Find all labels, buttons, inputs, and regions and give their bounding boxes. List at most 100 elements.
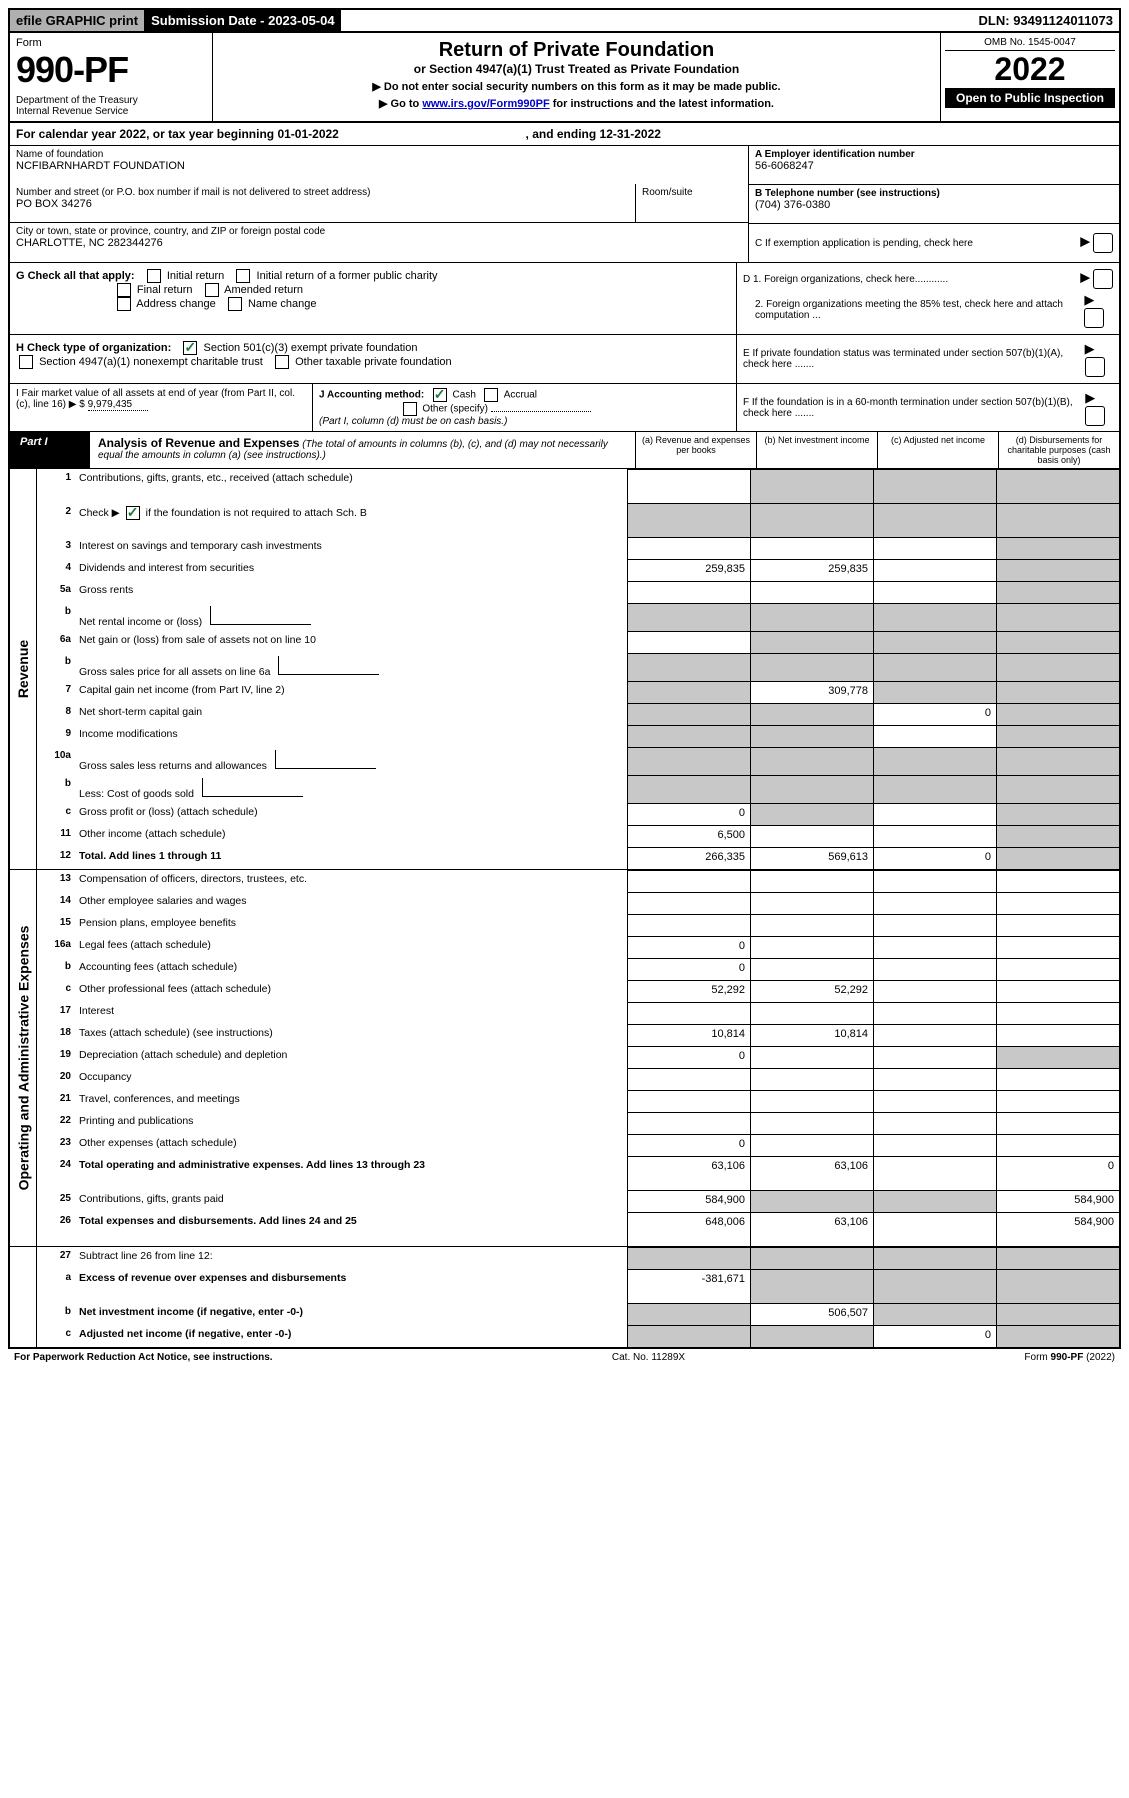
cal-prefix: For calendar year 2022, or tax year begi… — [16, 127, 277, 141]
cell-a — [627, 681, 750, 703]
fmv-block: I Fair market value of all assets at end… — [10, 384, 313, 431]
cell-a: 0 — [627, 958, 750, 980]
cash-checkbox[interactable] — [433, 388, 447, 402]
name-change-checkbox[interactable] — [228, 297, 242, 311]
row-desc: Other expenses (attach schedule) — [75, 1134, 627, 1156]
note2-pre: ▶ Go to — [379, 98, 422, 110]
cell-c — [873, 1303, 996, 1325]
table-row: 4Dividends and interest from securities2… — [37, 559, 1119, 581]
efile-print-button[interactable]: efile GRAPHIC print — [10, 10, 145, 31]
cell-c — [873, 559, 996, 581]
table-row: 25Contributions, gifts, grants paid584,9… — [37, 1190, 1119, 1212]
cell-b — [750, 537, 873, 559]
table-row: 17Interest — [37, 1002, 1119, 1024]
j-label: J Accounting method: — [319, 390, 424, 401]
pending-checkbox[interactable] — [1093, 233, 1113, 253]
table-row: 15Pension plans, employee benefits — [37, 914, 1119, 936]
table-row: 12Total. Add lines 1 through 11266,33556… — [37, 847, 1119, 869]
fmv-acct-f-row: I Fair market value of all assets at end… — [10, 384, 1119, 432]
initial-return-checkbox[interactable] — [147, 269, 161, 283]
row-desc: Gross rents — [75, 581, 627, 603]
cell-c: 0 — [873, 847, 996, 869]
row-num: c — [37, 980, 75, 1002]
footer-mid: Cat. No. 11289X — [612, 1352, 685, 1363]
cell-d — [996, 581, 1119, 603]
table-row: bAccounting fees (attach schedule)0 — [37, 958, 1119, 980]
501c3-checkbox[interactable] — [183, 341, 197, 355]
h-opt2: Section 4947(a)(1) nonexempt charitable … — [39, 356, 263, 368]
table-row: aExcess of revenue over expenses and dis… — [37, 1269, 1119, 1303]
cell-a: 259,835 — [627, 559, 750, 581]
header-right: OMB No. 1545-0047 2022 Open to Public In… — [940, 33, 1119, 121]
e-checkbox[interactable] — [1085, 357, 1105, 377]
table-row: 2Check ▶ if the foundation is not requir… — [37, 503, 1119, 537]
cell-d — [996, 559, 1119, 581]
f-checkbox[interactable] — [1085, 406, 1105, 426]
amended-return-checkbox[interactable] — [205, 283, 219, 297]
cell-d — [996, 825, 1119, 847]
cell-d — [996, 1325, 1119, 1347]
cal-end: 12-31-2022 — [600, 127, 661, 141]
cell-c — [873, 1269, 996, 1303]
cell-c — [873, 603, 996, 631]
cell-c — [873, 1212, 996, 1246]
g-initial: Initial return — [167, 270, 224, 282]
cell-b — [750, 581, 873, 603]
table-row: 21Travel, conferences, and meetings — [37, 1090, 1119, 1112]
row-num: 13 — [37, 870, 75, 892]
cell-a: 6,500 — [627, 825, 750, 847]
omb-number: OMB No. 1545-0047 — [945, 35, 1115, 51]
row-desc: Taxes (attach schedule) (see instruction… — [75, 1024, 627, 1046]
entity-right: A Employer identification number 56-6068… — [748, 146, 1119, 262]
row-num: 8 — [37, 703, 75, 725]
cell-d — [996, 870, 1119, 892]
line27-side — [10, 1247, 37, 1347]
table-row: 27Subtract line 26 from line 12: — [37, 1247, 1119, 1269]
schb-checkbox[interactable] — [126, 506, 140, 520]
row-desc: Contributions, gifts, grants, etc., rece… — [75, 469, 627, 503]
row-num: c — [37, 803, 75, 825]
cell-b — [750, 703, 873, 725]
cell-d: 0 — [996, 1156, 1119, 1190]
cell-a — [627, 870, 750, 892]
d2-checkbox[interactable] — [1084, 308, 1104, 328]
cell-a: 584,900 — [627, 1190, 750, 1212]
cell-d — [996, 703, 1119, 725]
addr-change-checkbox[interactable] — [117, 297, 131, 311]
cell-c — [873, 1134, 996, 1156]
initial-former-checkbox[interactable] — [236, 269, 250, 283]
cell-a — [627, 747, 750, 775]
cell-a: 648,006 — [627, 1212, 750, 1246]
final-return-checkbox[interactable] — [117, 283, 131, 297]
accrual-checkbox[interactable] — [484, 388, 498, 402]
other-taxable-checkbox[interactable] — [275, 355, 289, 369]
g-addr-change: Address change — [136, 298, 216, 310]
4947-checkbox[interactable] — [19, 355, 33, 369]
cell-d — [996, 537, 1119, 559]
cell-a — [627, 725, 750, 747]
cal-begin: 01-01-2022 — [277, 127, 338, 141]
other-specify-checkbox[interactable] — [403, 402, 417, 416]
cell-c — [873, 631, 996, 653]
cell-a — [627, 914, 750, 936]
row-desc: Gross sales price for all assets on line… — [75, 653, 627, 681]
form-note-1: ▶ Do not enter social security numbers o… — [219, 80, 934, 93]
header-left: Form 990-PF Department of the Treasury I… — [10, 33, 213, 121]
row-desc: Check ▶ if the foundation is not require… — [75, 503, 627, 537]
row-num: b — [37, 603, 75, 631]
cell-c — [873, 1046, 996, 1068]
cell-a — [627, 603, 750, 631]
cell-d — [996, 1046, 1119, 1068]
fmv-value: 9,979,435 — [88, 399, 148, 411]
cell-a: 0 — [627, 803, 750, 825]
row-num: 19 — [37, 1046, 75, 1068]
row-desc: Net rental income or (loss) — [75, 603, 627, 631]
table-row: 19Depreciation (attach schedule) and dep… — [37, 1046, 1119, 1068]
cell-d — [996, 1068, 1119, 1090]
h-opt1: Section 501(c)(3) exempt private foundat… — [203, 342, 417, 354]
cell-b: 506,507 — [750, 1303, 873, 1325]
row-num: b — [37, 775, 75, 803]
irs-link[interactable]: www.irs.gov/Form990PF — [422, 98, 549, 110]
ein-label: A Employer identification number — [755, 149, 915, 160]
d1-checkbox[interactable] — [1093, 269, 1113, 289]
